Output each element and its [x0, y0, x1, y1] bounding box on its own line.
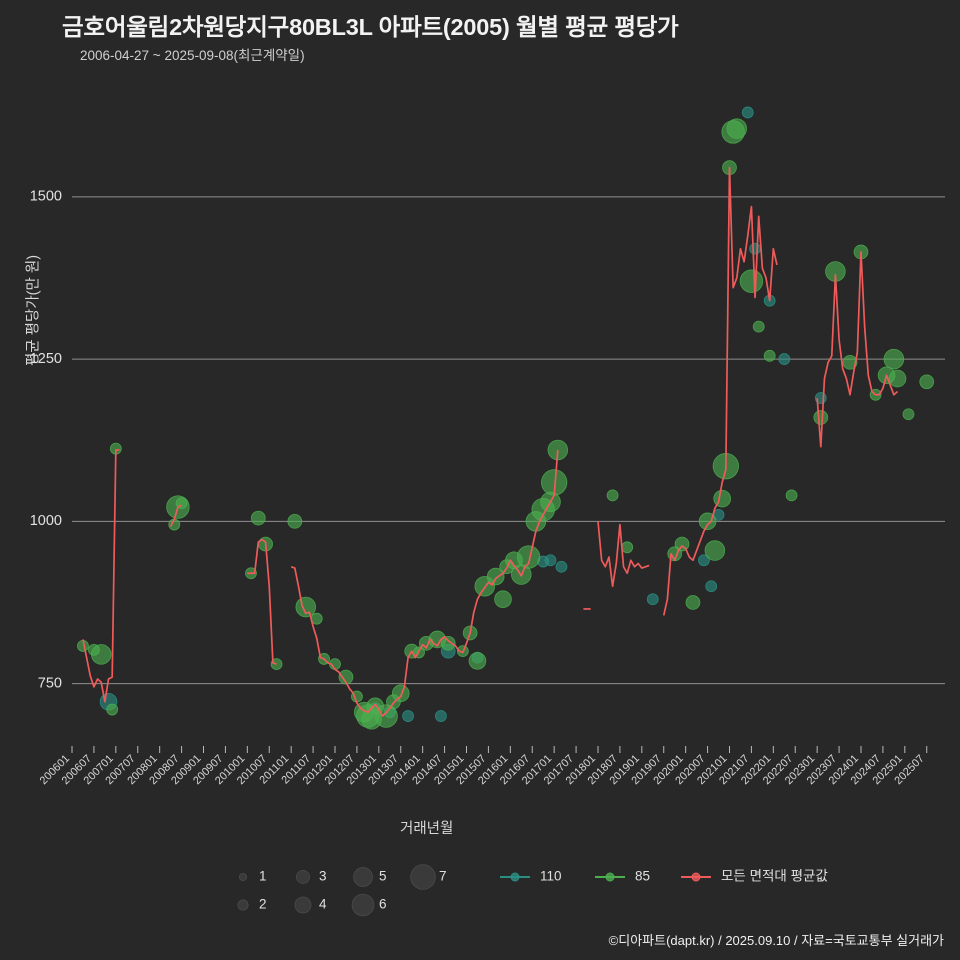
footer-credit: ©디아파트(dapt.kr) / 2025.09.10 / 자료=국토교통부 실… — [608, 933, 944, 948]
page-subtitle: 2006-04-27 ~ 2025-09-08(최근계약일) — [80, 48, 305, 63]
bubble-point — [544, 554, 557, 567]
legend-size-label: 2 — [259, 897, 267, 912]
bubble-point — [374, 704, 398, 728]
average-line — [82, 166, 899, 717]
line-segment — [290, 449, 559, 717]
bubble-point — [739, 269, 764, 293]
bubble-point — [90, 644, 112, 665]
legend-size-label: 1 — [259, 869, 267, 884]
bubble-point — [494, 590, 512, 609]
bubble-point — [516, 545, 541, 569]
legend-size-marker — [410, 864, 436, 890]
legend-size-marker — [351, 893, 375, 917]
bubble-point — [250, 510, 266, 526]
bubble-point — [752, 320, 765, 333]
legend: 1 2 3 4 5 6 7 110 85 모든 면적대 평균값 — [237, 864, 828, 917]
bubble-point — [435, 710, 447, 722]
legend-point-swatch — [605, 872, 615, 882]
y-tick-label: 1000 — [30, 513, 62, 529]
bubble-point — [763, 349, 776, 362]
line-segment — [82, 449, 120, 703]
y-tick-label: 1250 — [30, 351, 62, 367]
bubble-point — [468, 652, 487, 670]
bubble-point — [621, 541, 634, 554]
bubble-point — [698, 554, 710, 567]
page-title: 금호어울림2차원당지구80BL3L 아파트(2005) 월별 평균 평당가 — [62, 14, 679, 40]
legend-size-marker — [296, 870, 310, 884]
line-segment — [247, 538, 277, 665]
bubble-point — [646, 593, 659, 606]
bubble-point — [842, 354, 858, 370]
legend-point-swatch — [691, 872, 701, 882]
legend-size-marker — [353, 867, 373, 887]
legend-size-marker — [237, 899, 249, 911]
bubble-point — [785, 489, 798, 502]
legend-series-label[interactable]: 85 — [635, 869, 650, 884]
bubble-point — [705, 580, 718, 593]
bubble-point — [440, 635, 456, 651]
line-segment — [662, 166, 778, 616]
legend-size-label: 3 — [319, 869, 327, 884]
legend-size-label: 7 — [439, 869, 447, 884]
bubble-point — [902, 408, 915, 421]
scatter-points — [77, 106, 935, 730]
bubble-point — [749, 242, 761, 255]
bubble-point — [741, 106, 754, 119]
bubble-point — [338, 669, 354, 685]
line-segment — [597, 521, 650, 588]
bubble-point — [883, 348, 905, 370]
bubble-point — [685, 595, 701, 610]
y-gridlines: 750 1000 1250 1500 — [30, 189, 945, 691]
bubble-point — [486, 567, 505, 586]
line-segment — [169, 504, 182, 527]
bubble-point — [919, 374, 935, 390]
legend-series-label[interactable]: 모든 면적대 평균값 — [721, 869, 828, 884]
bubble-point — [674, 536, 690, 552]
legend-size-label: 5 — [379, 869, 387, 884]
bubble-point — [813, 410, 829, 425]
bubble-point — [391, 684, 410, 703]
legend-size-label: 6 — [379, 897, 387, 912]
bubble-point — [402, 710, 414, 722]
bubble-point — [726, 118, 748, 139]
legend-size-marker — [294, 896, 312, 914]
legend-size-marker — [238, 872, 248, 882]
line-segment — [816, 251, 899, 448]
bubble-point — [106, 703, 119, 716]
legend-series-label[interactable]: 110 — [540, 869, 562, 884]
bubble-point — [555, 560, 568, 573]
legend-point-swatch — [510, 872, 520, 882]
y-tick-label: 750 — [38, 675, 62, 691]
legend-size-label: 4 — [319, 897, 327, 912]
x-axis: 2006012006072007012007072008012008072009… — [38, 746, 928, 787]
bubble-point — [606, 489, 619, 502]
bubble-point — [287, 513, 303, 529]
x-axis-title: 거래년월 — [400, 821, 454, 837]
bubble-point — [778, 353, 791, 365]
bubble-point — [888, 369, 907, 388]
bubble-point — [704, 540, 726, 561]
y-tick-label: 1500 — [30, 189, 62, 205]
